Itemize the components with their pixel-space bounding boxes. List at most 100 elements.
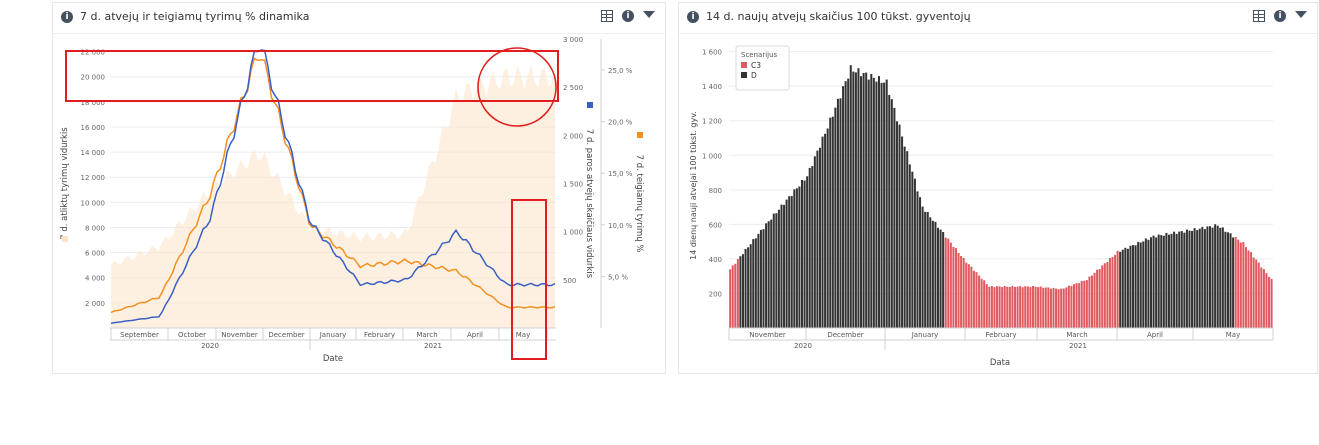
bar: [1116, 250, 1119, 328]
bar: [1185, 229, 1188, 328]
right-panel-header: i 14 d. naujų atvejų skaičius 100 tūkst.…: [679, 3, 1317, 34]
y-tick-label: 1 000: [702, 152, 722, 160]
bar: [921, 206, 924, 328]
bar: [1126, 248, 1129, 328]
x-month-label: May: [1226, 331, 1240, 339]
bar: [1255, 259, 1258, 328]
bar: [1080, 281, 1083, 328]
bar: [811, 166, 814, 328]
bar: [1034, 286, 1037, 328]
bar: [1055, 288, 1058, 328]
bar: [1229, 233, 1232, 328]
bar: [939, 229, 942, 328]
right-axis-title: 7 d. teigiamų tyrimų %: [634, 155, 644, 253]
bar: [798, 186, 801, 328]
table-icon[interactable]: [1253, 10, 1265, 22]
bar: [1226, 232, 1229, 328]
bar: [818, 147, 821, 328]
bar: [960, 256, 963, 328]
bar: [1183, 232, 1186, 328]
x-month-label: December: [268, 331, 304, 339]
bar: [1165, 232, 1168, 328]
bar: [842, 86, 845, 328]
right-axis-legend-marker: [637, 132, 643, 138]
filter-icon[interactable]: [643, 11, 655, 18]
x-year-label: 2021: [1069, 342, 1087, 350]
x-month-label: November: [749, 331, 786, 339]
bar: [1103, 263, 1106, 328]
y3-tick-label: 15,0 %: [608, 170, 633, 178]
y-tick-label: 400: [709, 256, 722, 264]
right-panel-tools: i: [1253, 10, 1307, 22]
bar: [944, 237, 947, 328]
bar: [916, 191, 919, 328]
bar: [1152, 235, 1155, 328]
bar: [1124, 247, 1127, 328]
bar: [872, 77, 875, 328]
bar: [780, 204, 783, 328]
y2-tick-label: 1 000: [563, 229, 583, 237]
y2-tick-label: 2 500: [563, 84, 583, 92]
bar: [975, 272, 978, 328]
bar: [929, 217, 932, 328]
bar: [754, 238, 757, 328]
bar: [985, 284, 988, 328]
bar: [1203, 229, 1206, 328]
bar: [1178, 231, 1181, 328]
bar: [1013, 287, 1016, 328]
bar: [1057, 289, 1060, 328]
bar: [1085, 280, 1088, 328]
bar: [919, 197, 922, 328]
bar: [1132, 245, 1135, 328]
x-month-label: November: [221, 331, 258, 339]
bar: [1221, 227, 1224, 328]
x-month-label: May: [516, 331, 530, 339]
y-tick-label: 800: [709, 187, 722, 195]
bar: [972, 270, 975, 328]
info-circle-icon[interactable]: i: [622, 10, 634, 22]
bar: [821, 136, 824, 328]
filter-icon[interactable]: [1295, 11, 1307, 18]
bar: [1239, 242, 1242, 328]
bar: [983, 280, 986, 328]
left-panel-title: 7 d. atvejų ir teigiamų tyrimų % dinamik…: [80, 10, 310, 23]
bar: [854, 72, 857, 329]
x-year-label: 2020: [794, 342, 812, 350]
bar: [762, 229, 765, 328]
bar: [729, 269, 732, 328]
bar: [1024, 286, 1027, 328]
bar: [885, 79, 888, 328]
bar: [839, 98, 842, 328]
info-icon[interactable]: i: [61, 11, 73, 23]
info-circle-icon[interactable]: i: [1274, 10, 1286, 22]
y-tick-label: 600: [709, 221, 722, 229]
bar: [1052, 287, 1055, 328]
bar: [1260, 267, 1263, 328]
left-panel-header: i 7 d. atvejų ir teigiamų tyrimų % dinam…: [53, 3, 665, 34]
annotation-rectangle-top: [65, 50, 559, 102]
bar: [1011, 285, 1014, 328]
legend-box: [735, 45, 790, 91]
bar: [1155, 237, 1158, 328]
legend-label-d: D: [751, 71, 757, 80]
bar: [1029, 287, 1032, 328]
bar: [1101, 265, 1104, 328]
bar: [785, 199, 788, 328]
bar: [1262, 269, 1265, 328]
x-month-label: March: [416, 331, 437, 339]
bar: [924, 211, 927, 328]
info-icon[interactable]: i: [687, 11, 699, 23]
bar: [775, 213, 778, 328]
y3-tick-label: 10,0 %: [608, 222, 633, 230]
bar: [770, 219, 773, 328]
y-tick-label: 20 000: [81, 74, 106, 82]
bar: [1119, 251, 1122, 328]
bar: [903, 146, 906, 328]
bar: [877, 76, 880, 328]
y-tick-label: 22 000: [81, 49, 106, 57]
bar: [1170, 233, 1173, 328]
table-icon[interactable]: [601, 10, 613, 22]
bar: [1047, 287, 1050, 328]
y3-tick-label: 25,0 %: [608, 67, 633, 75]
bar: [862, 73, 865, 328]
